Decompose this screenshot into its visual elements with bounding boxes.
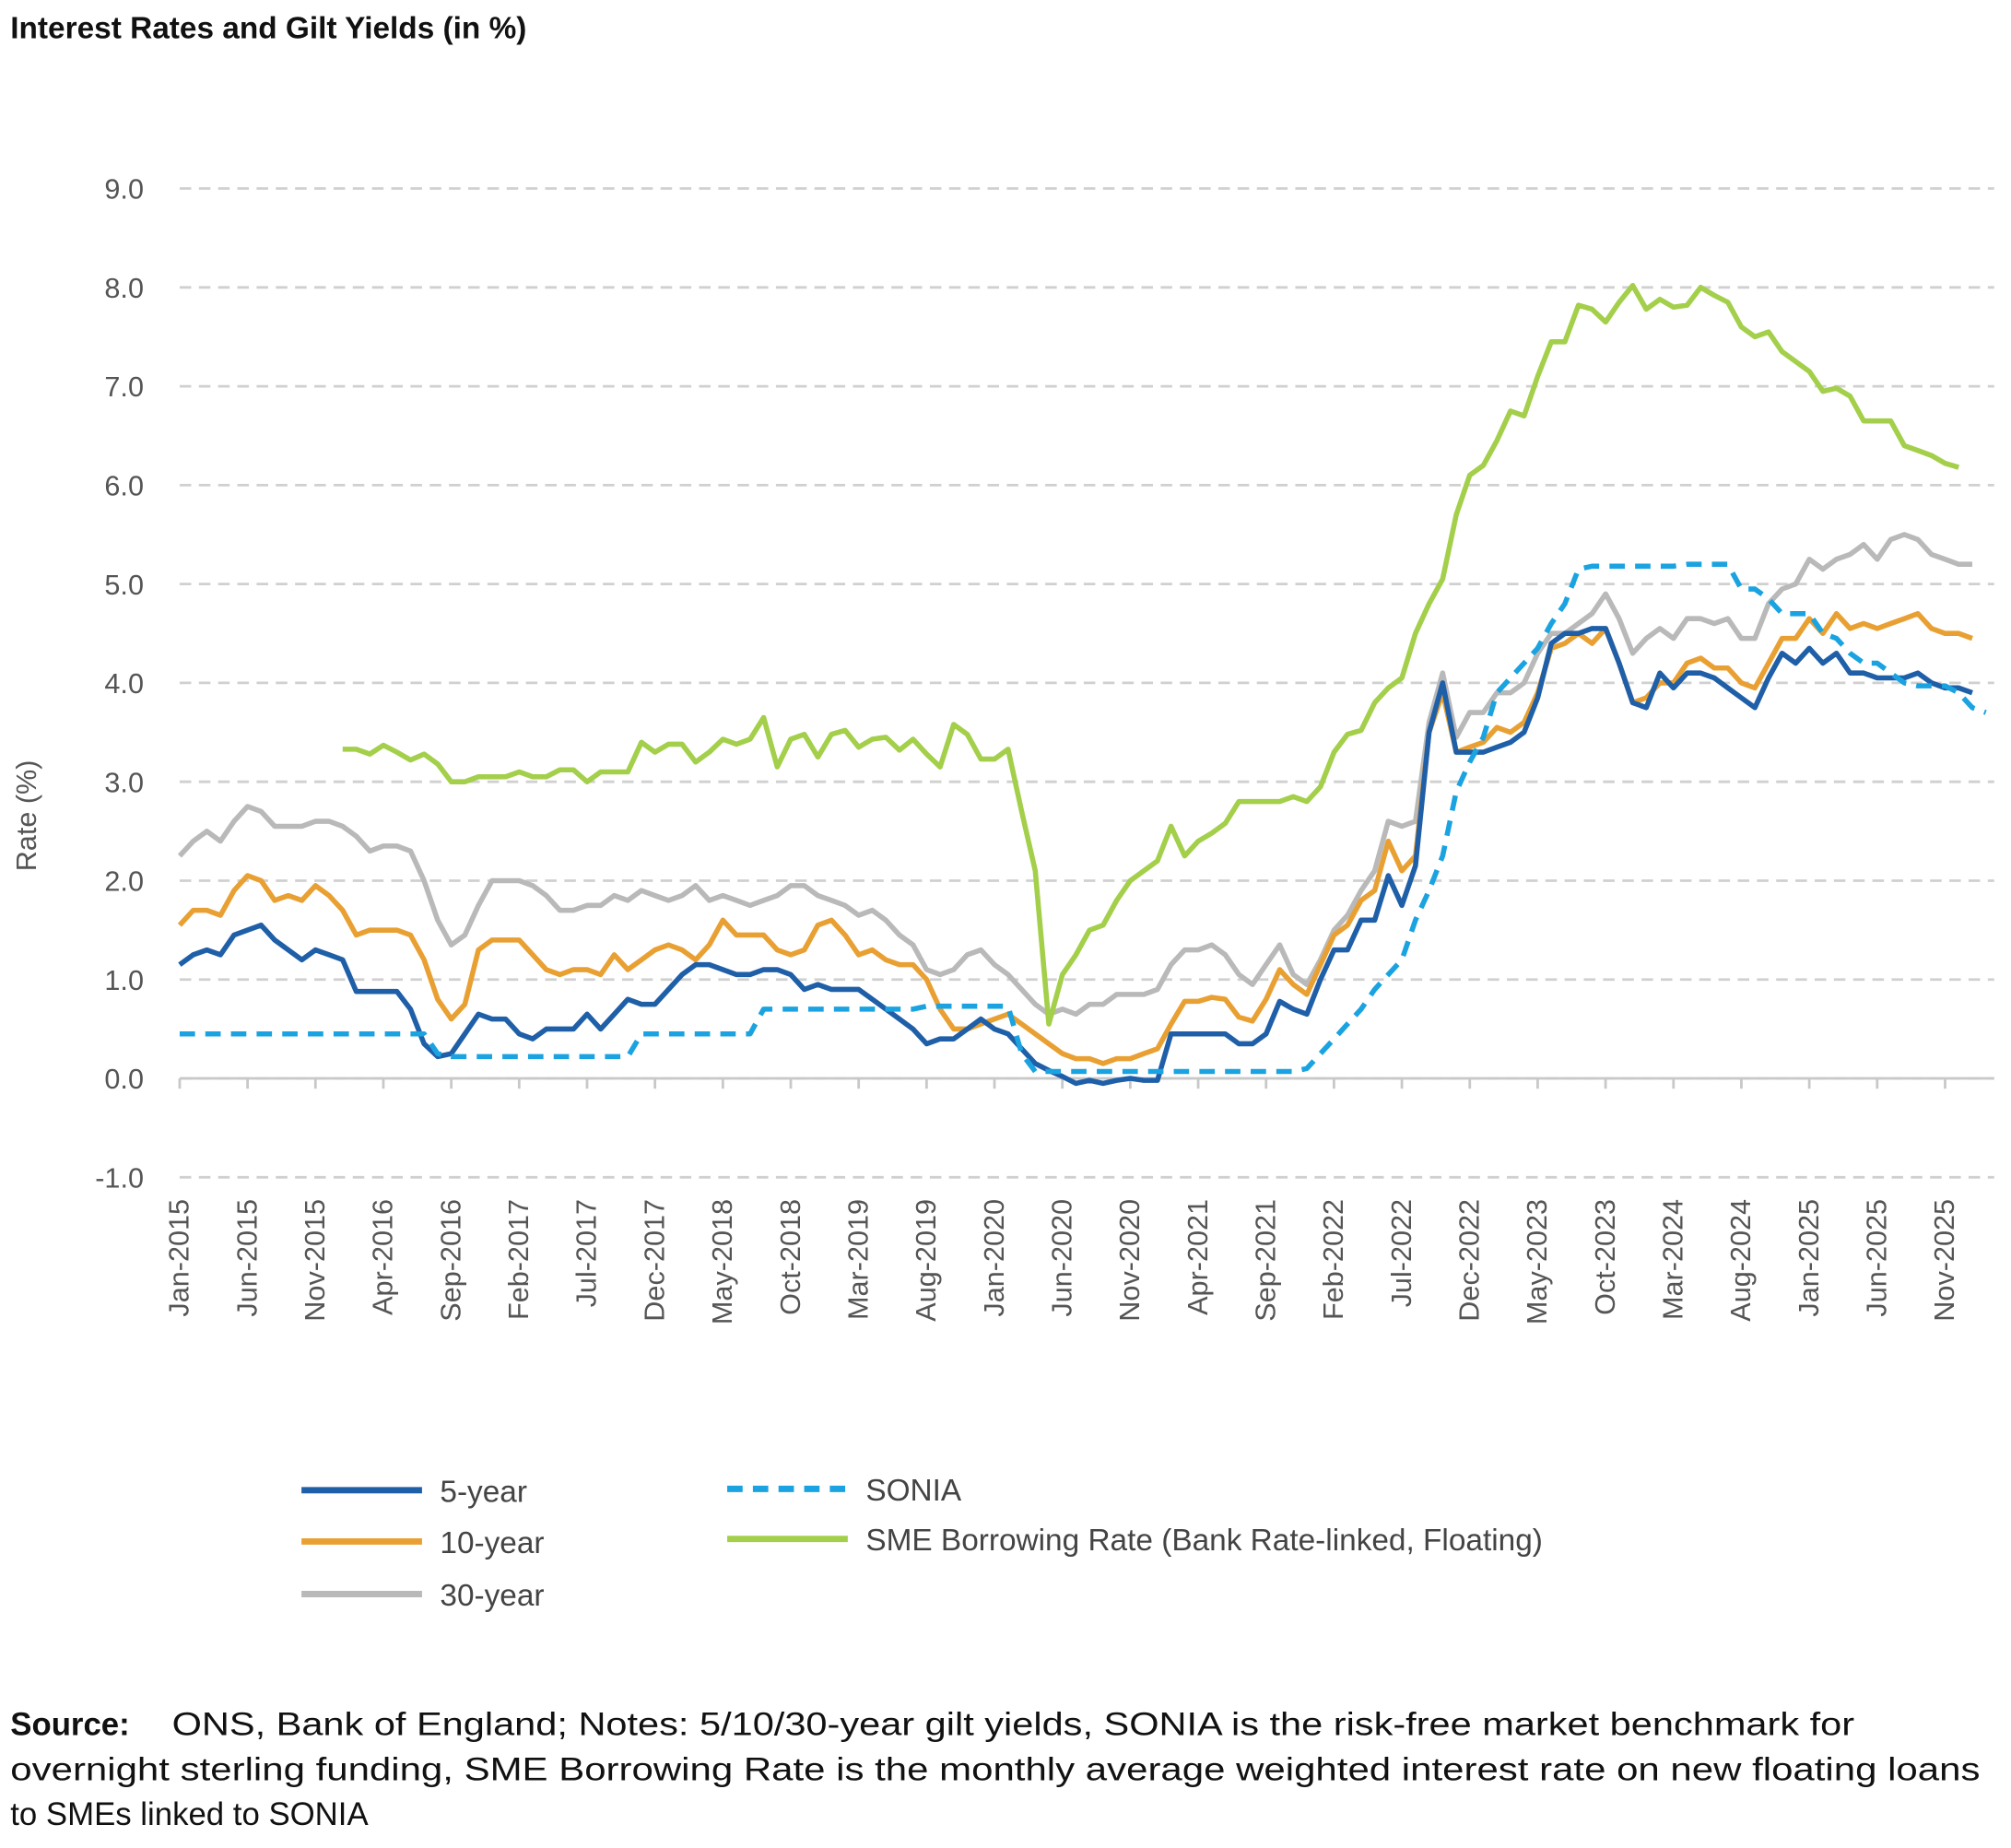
series-line (177, 532, 1972, 1018)
y-tick-label: 1.0 (104, 965, 144, 996)
series-line (179, 561, 1987, 1075)
x-tick-label: Nov-2025 (1929, 1199, 1960, 1322)
chart-title: Interest Rates and Gilt Yields (in %) (10, 12, 526, 46)
source-text: to SMEs linked to SONIA (10, 1797, 369, 1832)
x-tick-label: Aug-2019 (911, 1199, 942, 1322)
y-tick-label: 7.0 (104, 371, 144, 403)
y-tick-label: 2.0 (104, 866, 144, 898)
x-tick-label: Dec-2017 (639, 1199, 670, 1322)
y-tick-label: 0.0 (104, 1064, 144, 1095)
x-tick-label: Jan-2020 (979, 1199, 1010, 1317)
legend-label: 30-year (440, 1579, 544, 1613)
y-tick-label: 4.0 (104, 668, 144, 700)
series-line (342, 282, 1960, 1027)
y-axis-label: Rate (%) (11, 760, 42, 872)
x-tick-label: Feb-2022 (1318, 1199, 1349, 1320)
y-tick-label: 5.0 (104, 570, 144, 601)
y-tick-label: 6.0 (104, 470, 144, 501)
x-tick-label: Mar-2019 (842, 1199, 874, 1320)
x-tick-label: Apr-2021 (1182, 1199, 1214, 1315)
x-tick-label: Jan-2025 (1793, 1199, 1825, 1317)
x-tick-label: Nov-2020 (1114, 1199, 1146, 1322)
y-tick-label: 8.0 (104, 273, 144, 304)
y-tick-label: -1.0 (95, 1162, 144, 1194)
x-tick-label: May-2023 (1522, 1199, 1553, 1324)
legend-label: 10-year (440, 1526, 544, 1560)
x-tick-label: Jun-2020 (1046, 1199, 1077, 1317)
legend-label: 5-year (440, 1475, 527, 1509)
x-tick-label: Sep-2021 (1250, 1199, 1281, 1322)
x-tick-label: Jul-2017 (571, 1199, 603, 1307)
x-tick-label: Nov-2015 (300, 1199, 331, 1322)
x-tick-label: Jun-2025 (1862, 1199, 1893, 1317)
series-line (177, 610, 1973, 1066)
legend-label: SONIA (865, 1474, 962, 1508)
x-tick-label: Oct-2023 (1590, 1199, 1621, 1315)
x-tick-label: Apr-2016 (368, 1199, 399, 1315)
x-tick-label: Oct-2018 (775, 1199, 806, 1315)
x-tick-label: Aug-2024 (1725, 1199, 1757, 1322)
x-tick-label: Jul-2022 (1386, 1199, 1417, 1307)
legend-label: SME Borrowing Rate (Bank Rate-linked, Fl… (865, 1524, 1543, 1558)
x-tick-label: Mar-2024 (1658, 1199, 1689, 1320)
x-tick-label: Jun-2015 (231, 1199, 263, 1317)
y-tick-label: 9.0 (104, 174, 144, 206)
x-tick-label: Dec-2022 (1453, 1199, 1485, 1322)
y-tick-label: 3.0 (104, 767, 144, 798)
x-tick-label: Sep-2016 (435, 1199, 466, 1322)
source-label: Source: (10, 1708, 129, 1743)
source-text: ONS, Bank of England; Notes: 5/10/30-yea… (172, 1708, 1855, 1743)
x-tick-label: May-2018 (707, 1199, 738, 1324)
series-line (178, 626, 1973, 1087)
x-tick-label: Jan-2015 (164, 1199, 195, 1317)
source-text: overnight sterling funding, SME Borrowin… (10, 1752, 1980, 1787)
x-tick-label: Feb-2017 (503, 1199, 535, 1320)
